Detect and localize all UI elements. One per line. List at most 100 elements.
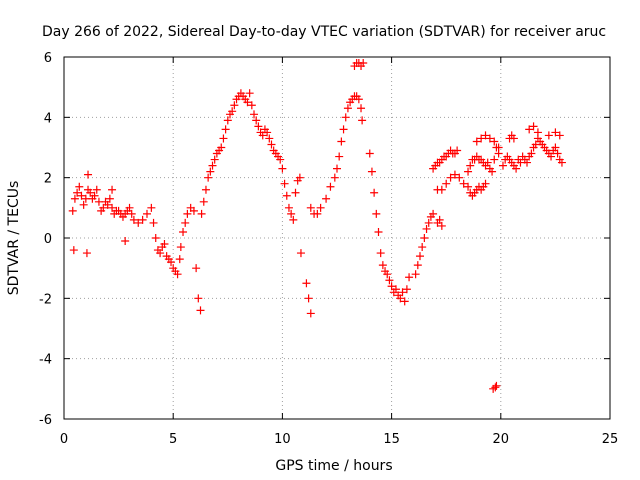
data-point-marker xyxy=(306,309,315,318)
data-point-marker xyxy=(326,182,335,191)
data-point-marker xyxy=(376,249,385,258)
data-point-marker xyxy=(173,270,182,279)
data-point-marker xyxy=(103,200,112,209)
data-point-marker xyxy=(230,101,239,110)
y-tick-label: -4 xyxy=(39,353,52,368)
data-point-marker xyxy=(339,125,348,134)
data-point-marker xyxy=(490,137,499,146)
data-point-marker xyxy=(337,137,346,146)
x-tick-label: 15 xyxy=(383,432,400,447)
data-point-marker xyxy=(464,182,473,191)
data-point-marker xyxy=(400,297,409,306)
data-point-marker xyxy=(99,203,108,212)
data-point-marker xyxy=(151,234,160,242)
data-point-marker xyxy=(108,203,117,212)
data-point-marker xyxy=(92,185,101,194)
data-point-marker xyxy=(127,209,136,218)
data-point-marker xyxy=(494,143,503,152)
data-point-marker xyxy=(197,209,206,218)
x-tick-label: 20 xyxy=(493,432,510,447)
axis-ticks: 0 5 10 15 20 25 -6 -4 -2 0 2 4 6 xyxy=(39,51,618,447)
data-point-marker xyxy=(199,197,208,206)
y-tick-label: 2 xyxy=(44,172,52,187)
data-point-marker xyxy=(108,185,117,194)
data-point-marker xyxy=(330,173,339,182)
data-point-marker xyxy=(265,134,274,143)
data-point-marker xyxy=(147,203,156,212)
data-point-marker xyxy=(223,116,232,125)
data-point-marker xyxy=(437,185,446,194)
data-point-marker xyxy=(289,215,298,224)
data-point-marker xyxy=(424,218,433,227)
chart-title: Day 266 of 2022, Sidereal Day-to-day VTE… xyxy=(42,24,606,40)
data-point-marker xyxy=(529,122,538,131)
data-point-marker xyxy=(481,131,490,140)
data-point-marker xyxy=(555,131,564,140)
data-point-marker xyxy=(84,170,93,179)
data-point-marker xyxy=(405,273,414,282)
data-point-marker xyxy=(420,234,429,242)
data-point-marker xyxy=(284,203,293,212)
data-point-marker xyxy=(358,116,367,125)
data-point-marker xyxy=(167,258,176,267)
data-point-marker xyxy=(90,191,99,200)
data-point-marker xyxy=(413,261,422,270)
data-point-marker xyxy=(291,188,300,197)
data-point-marker xyxy=(316,203,325,212)
data-point-marker xyxy=(192,264,201,273)
data-point-marker xyxy=(254,122,263,131)
data-point-marker xyxy=(418,243,427,252)
data-point-marker xyxy=(341,113,350,122)
data-point-marker xyxy=(488,167,497,176)
data-point-marker xyxy=(512,164,521,173)
data-point-marker xyxy=(243,98,252,107)
data-point-marker xyxy=(483,158,492,167)
data-point-marker xyxy=(387,282,396,291)
data-point-marker xyxy=(437,221,446,230)
data-point-marker xyxy=(459,179,468,188)
data-point-marker xyxy=(464,167,473,176)
data-point-marker xyxy=(183,209,192,218)
data-point-marker xyxy=(498,161,507,170)
data-point-marker xyxy=(82,249,91,258)
data-point-marker xyxy=(258,131,267,140)
data-point-marker xyxy=(442,179,451,188)
data-point-marker xyxy=(466,161,475,170)
data-point-marker xyxy=(322,194,331,203)
data-point-marker xyxy=(181,218,190,227)
data-point-marker xyxy=(250,110,259,119)
data-point-marker xyxy=(201,185,210,194)
data-point-marker xyxy=(553,149,562,158)
data-point-marker xyxy=(204,173,213,182)
data-point-marker xyxy=(402,285,411,294)
data-point-marker xyxy=(217,143,226,152)
data-point-marker xyxy=(551,143,560,152)
data-point-marker xyxy=(481,179,490,188)
data-point-marker xyxy=(450,170,459,179)
data-point-marker xyxy=(398,288,407,297)
data-point-marker xyxy=(176,243,185,252)
data-point-marker xyxy=(194,294,203,303)
data-point-marker xyxy=(492,381,501,390)
data-point-marker xyxy=(551,128,560,137)
data-point-marker xyxy=(68,206,77,215)
data-point-marker xyxy=(435,215,444,224)
data-point-marker xyxy=(453,146,462,155)
data-point-marker xyxy=(196,306,205,315)
data-point-marker xyxy=(525,125,534,134)
data-point-marker xyxy=(160,240,169,249)
data-point-marker xyxy=(472,137,481,146)
data-point-marker xyxy=(523,158,532,167)
data-point-marker xyxy=(411,270,420,279)
y-tick-label: 4 xyxy=(44,111,52,126)
data-points xyxy=(68,59,566,393)
data-point-marker xyxy=(391,285,400,294)
grid-lines xyxy=(64,57,610,419)
data-point-marker xyxy=(415,252,424,261)
data-point-marker xyxy=(306,203,315,212)
data-point-marker xyxy=(267,140,276,149)
data-point-marker xyxy=(429,209,438,218)
data-point-marker xyxy=(527,149,536,158)
